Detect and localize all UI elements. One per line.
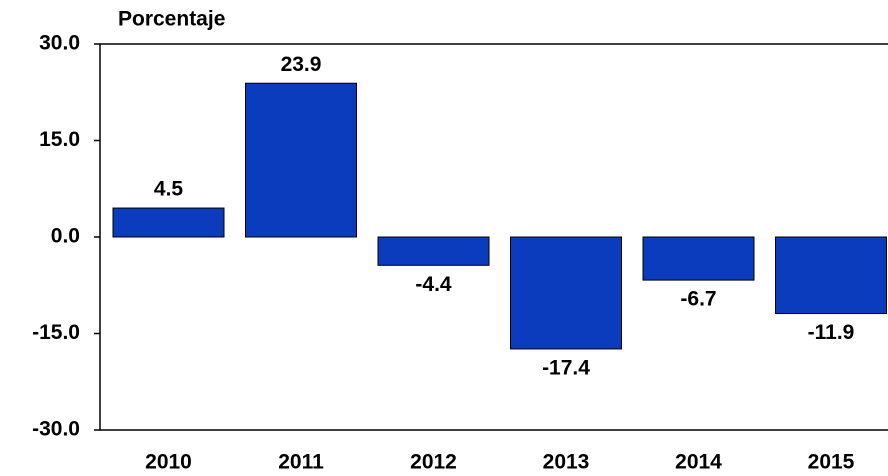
y-tick-label: -15.0 — [32, 321, 80, 344]
y-tick-label: -30.0 — [32, 418, 80, 441]
y-tick-label: 30.0 — [39, 32, 80, 55]
bar — [112, 207, 225, 238]
bar — [642, 236, 755, 281]
value-label: 4.5 — [154, 178, 184, 201]
y-tick-label: 0.0 — [51, 225, 80, 248]
x-tick-label: 2014 — [675, 451, 722, 474]
x-tick-label: 2013 — [543, 451, 590, 474]
bar — [775, 236, 887, 315]
value-label: 23.9 — [281, 53, 322, 76]
x-tick-label: 2015 — [808, 451, 855, 474]
bar — [245, 82, 357, 238]
y-tick-label: 15.0 — [39, 128, 80, 151]
x-tick-label: 2012 — [410, 451, 457, 474]
bar — [510, 236, 622, 350]
value-label: -4.4 — [415, 273, 452, 296]
chart-title: Porcentaje — [118, 8, 225, 31]
x-tick-label: 2011 — [278, 451, 324, 474]
x-tick-label: 2010 — [145, 451, 192, 474]
bar — [377, 236, 490, 266]
value-label: -6.7 — [680, 288, 716, 311]
value-label: -17.4 — [542, 356, 590, 379]
value-label: -11.9 — [808, 321, 855, 344]
